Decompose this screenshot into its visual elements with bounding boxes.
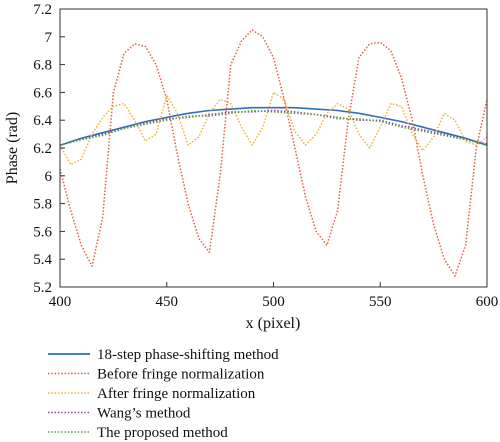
- y-axis-title: Phase (rad): [4, 112, 21, 184]
- legend-label-4: The proposed method: [97, 425, 228, 441]
- y-tick-label: 6.6: [33, 85, 52, 101]
- x-tick-label: 500: [262, 294, 285, 310]
- series-line-4: [59, 109, 488, 146]
- axes: 400 450 500 550 600 5.2 5.4 5.6 5.8 6 6.2 6.4 6.6 6.8…: [33, 2, 498, 310]
- x-tick-label: 550: [369, 294, 392, 310]
- x-tick-label: 400: [49, 294, 72, 310]
- legend-label-0: 18-step phase-shifting method: [97, 347, 279, 363]
- plot-area: [59, 29, 488, 277]
- x-tick-label: 450: [156, 294, 179, 310]
- legend-label-2: After fringe normalization: [97, 386, 256, 402]
- y-tick-label: 7: [45, 30, 53, 46]
- y-tick-label: 5.2: [33, 280, 52, 296]
- series-line-0: [59, 106, 488, 146]
- y-tick-label: 6.8: [33, 58, 52, 74]
- y-tick-label: 6: [45, 169, 53, 185]
- y-tick-label: 7.2: [33, 2, 52, 18]
- legend-label-3: Wang’s method: [97, 406, 191, 422]
- y-tick-label: 6.4: [33, 113, 52, 129]
- legend: 18-step phase-shifting method Before frin…: [48, 347, 279, 441]
- plot-frame: [59, 8, 488, 288]
- y-tick-label: 5.8: [33, 197, 52, 213]
- x-tick-label: 600: [476, 294, 499, 310]
- legend-label-1: Before fringe normalization: [97, 367, 265, 383]
- x-axis-title: x (pixel): [246, 315, 301, 332]
- series-line-1: [59, 29, 488, 277]
- y-tick-label: 5.6: [33, 224, 52, 240]
- y-tick-label: 6.2: [33, 141, 52, 157]
- y-tick-label: 5.4: [33, 252, 52, 268]
